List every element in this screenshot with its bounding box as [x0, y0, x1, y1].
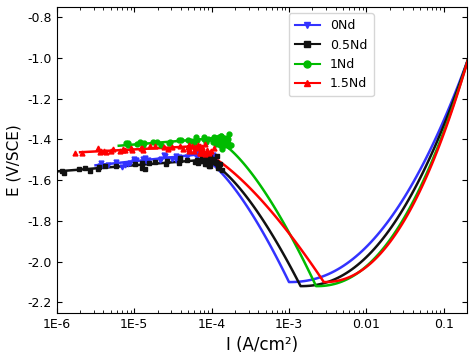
0.5Nd [465, 56, 471, 60]
0.5Nd [326, 279, 332, 284]
0.5Nd [298, 284, 303, 288]
X-axis label: I (A/cm²): I (A/cm²) [226, 336, 298, 354]
Y-axis label: E (V/SCE): E (V/SCE) [7, 124, 22, 196]
0Nd [356, 252, 362, 256]
1.5Nd [321, 280, 327, 284]
0.5Nd [329, 278, 335, 283]
1Nd [342, 278, 347, 283]
1Nd [285, 229, 291, 234]
1Nd [373, 255, 378, 260]
1.5Nd [348, 274, 354, 279]
1.5Nd [346, 275, 351, 280]
Line: 1.5Nd: 1.5Nd [188, 58, 468, 282]
Legend: 0Nd, 0.5Nd, 1Nd, 1.5Nd: 0Nd, 0.5Nd, 1Nd, 1.5Nd [289, 13, 374, 96]
0Nd [262, 233, 267, 237]
1Nd [209, 136, 214, 140]
1Nd [339, 279, 345, 284]
1Nd [226, 146, 231, 150]
1.5Nd [185, 144, 191, 149]
1Nd [313, 284, 319, 288]
0.5Nd [272, 237, 278, 242]
0Nd [317, 275, 322, 280]
0Nd [319, 274, 325, 279]
0.5Nd [217, 166, 222, 170]
1.5Nd [268, 209, 274, 214]
0Nd [193, 153, 199, 157]
1.5Nd [377, 252, 383, 256]
0Nd [250, 214, 256, 218]
1.5Nd [208, 153, 213, 158]
Line: 0.5Nd: 0.5Nd [204, 58, 468, 286]
0.5Nd [260, 218, 266, 222]
0Nd [209, 161, 214, 165]
1.5Nd [285, 230, 291, 234]
0Nd [286, 280, 292, 284]
0.5Nd [201, 158, 207, 162]
0Nd [465, 56, 471, 60]
1Nd [465, 56, 471, 60]
1.5Nd [465, 56, 471, 60]
Line: 0Nd: 0Nd [196, 58, 468, 282]
1Nd [273, 207, 278, 211]
Line: 1Nd: 1Nd [211, 58, 468, 286]
0.5Nd [363, 255, 369, 260]
